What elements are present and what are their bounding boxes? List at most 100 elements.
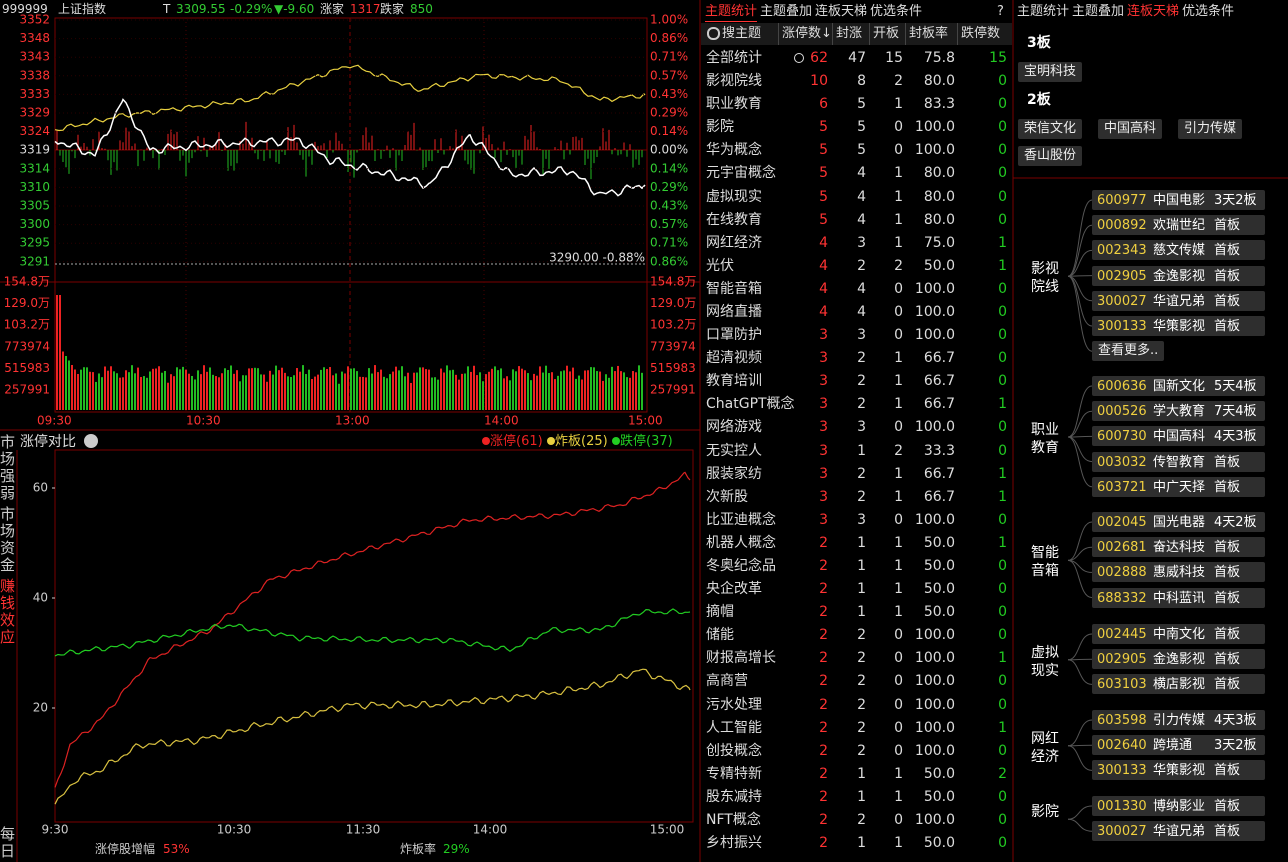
side-tab[interactable]: 市场资金 bbox=[0, 505, 16, 574]
tab[interactable]: 连板天梯 bbox=[1127, 4, 1180, 19]
stock-name[interactable]: 引力传媒 bbox=[1153, 713, 1206, 728]
theme-name[interactable]: 网红经济 bbox=[706, 234, 762, 251]
theme-name[interactable]: 储能 bbox=[706, 627, 734, 644]
stock-name[interactable]: 学大教育 bbox=[1153, 404, 1206, 420]
stock-name[interactable]: 横店影视 bbox=[1153, 677, 1206, 693]
stock-code[interactable]: 002343 bbox=[1097, 243, 1147, 259]
stock-code[interactable]: 002640 bbox=[1097, 738, 1147, 754]
theme-name[interactable]: 乡村振兴 bbox=[706, 835, 762, 852]
theme-name[interactable]: 智能音箱 bbox=[706, 280, 762, 297]
theme-name[interactable]: 元宇宙概念 bbox=[706, 165, 776, 182]
stock-code[interactable]: 300027 bbox=[1097, 824, 1147, 840]
stock-chip[interactable]: 中国高科 bbox=[1098, 119, 1163, 139]
tab[interactable]: 主题叠加 bbox=[760, 4, 813, 19]
stock-name[interactable]: 博纳影业 bbox=[1153, 799, 1206, 814]
stock-code[interactable]: 300133 bbox=[1097, 763, 1147, 779]
stock-name[interactable]: 跨境通 bbox=[1153, 738, 1193, 754]
stock-code[interactable]: 003032 bbox=[1097, 454, 1147, 470]
theme-name[interactable]: 华为概念 bbox=[706, 142, 762, 159]
theme-name[interactable]: 财报高增长 bbox=[706, 650, 776, 667]
theme-name[interactable]: 虚拟现实 bbox=[706, 188, 762, 205]
theme-name[interactable]: 无实控人 bbox=[706, 442, 762, 459]
stock-code[interactable]: 002905 bbox=[1097, 268, 1147, 284]
stock-name[interactable]: 中广天择 bbox=[1153, 479, 1206, 495]
theme-name[interactable]: 影院 bbox=[706, 119, 734, 136]
column-header[interactable]: 跌停数 bbox=[961, 26, 1001, 41]
theme-name[interactable]: 摘帽 bbox=[706, 604, 734, 621]
theme-name[interactable]: 机器人概念 bbox=[706, 534, 776, 551]
stock-code[interactable]: 600977 bbox=[1097, 193, 1147, 208]
stock-name[interactable]: 中南文化 bbox=[1153, 627, 1206, 642]
stock-name[interactable]: 慈文传媒 bbox=[1153, 243, 1206, 259]
side-tab[interactable]: 每日 bbox=[0, 825, 16, 860]
stock-name[interactable]: 惠威科技 bbox=[1153, 565, 1206, 581]
theme-name[interactable]: 人工智能 bbox=[706, 719, 762, 736]
theme-name[interactable]: 口罩防护 bbox=[706, 327, 762, 344]
theme-name[interactable]: 全部统计 bbox=[706, 50, 762, 66]
stock-code[interactable]: 001330 bbox=[1097, 799, 1147, 814]
tab[interactable]: 优选条件 bbox=[1182, 4, 1235, 19]
stock-name[interactable]: 华谊兄弟 bbox=[1153, 824, 1206, 840]
stock-name[interactable]: 国新文化 bbox=[1153, 379, 1206, 394]
tab[interactable]: 主题统计 bbox=[1017, 4, 1070, 19]
theme-name[interactable]: NFT概念 bbox=[706, 811, 761, 828]
column-header[interactable]: 封板率 bbox=[909, 26, 949, 41]
tab[interactable]: 主题统计 bbox=[705, 4, 758, 19]
tab[interactable]: ? bbox=[997, 4, 1004, 19]
stock-name[interactable]: 金逸影视 bbox=[1153, 268, 1206, 284]
stock-code[interactable]: 603103 bbox=[1097, 677, 1147, 693]
stock-chip[interactable]: 荣信文化 bbox=[1018, 119, 1083, 139]
stock-code[interactable]: 002888 bbox=[1097, 565, 1147, 581]
stock-code[interactable]: 603598 bbox=[1097, 713, 1147, 728]
stock-name[interactable]: 中国高科 bbox=[1153, 429, 1206, 445]
stock-code[interactable]: 300133 bbox=[1097, 319, 1147, 334]
stock-name[interactable]: 欢瑞世纪 bbox=[1153, 218, 1206, 234]
stock-code[interactable]: 000892 bbox=[1097, 218, 1147, 234]
stock-name[interactable]: 传智教育 bbox=[1153, 454, 1206, 470]
side-tab[interactable]: 赚钱效应 bbox=[0, 577, 16, 646]
theme-name[interactable]: 超清视频 bbox=[706, 350, 762, 367]
stock-code[interactable]: 002681 bbox=[1097, 540, 1147, 556]
theme-name[interactable]: 冬奥纪念品 bbox=[706, 557, 776, 574]
theme-name[interactable]: 光伏 bbox=[706, 257, 734, 274]
stock-name[interactable]: 中国电影 bbox=[1153, 193, 1206, 208]
tab[interactable]: 优选条件 bbox=[870, 4, 923, 19]
stock-chip[interactable]: 香山股份 bbox=[1018, 146, 1083, 166]
stock-code[interactable]: 000526 bbox=[1097, 404, 1147, 420]
stock-code[interactable]: 300027 bbox=[1097, 293, 1147, 309]
theme-name[interactable]: 教育培训 bbox=[706, 373, 762, 390]
stock-name[interactable]: 中科蓝讯 bbox=[1153, 590, 1206, 606]
stock-code[interactable]: 688332 bbox=[1097, 590, 1147, 606]
theme-name[interactable]: 央企改革 bbox=[706, 581, 762, 598]
stock-name[interactable]: 金逸影视 bbox=[1153, 652, 1206, 668]
stock-code[interactable]: 600730 bbox=[1097, 429, 1147, 445]
theme-name[interactable]: 服装家纺 bbox=[706, 465, 762, 482]
column-header[interactable]: 封涨 bbox=[836, 26, 863, 41]
theme-name[interactable]: 专精特新 bbox=[706, 765, 762, 782]
theme-name[interactable]: 高商营 bbox=[706, 673, 748, 690]
stock-code[interactable]: 603721 bbox=[1097, 479, 1147, 495]
theme-name[interactable]: 网络直播 bbox=[706, 303, 762, 320]
stock-name[interactable]: 国光电器 bbox=[1153, 515, 1206, 530]
theme-name[interactable]: 比亚迪概念 bbox=[706, 511, 776, 528]
stock-name[interactable]: 华谊兄弟 bbox=[1153, 293, 1206, 309]
theme-name[interactable]: ChatGPT概念 bbox=[706, 396, 795, 413]
tab[interactable]: 主题叠加 bbox=[1072, 4, 1125, 19]
stock-chip[interactable]: 引力传媒 bbox=[1178, 119, 1243, 139]
theme-name[interactable]: 股东减持 bbox=[706, 788, 762, 805]
theme-name[interactable]: 职业教育 bbox=[706, 96, 762, 113]
stock-name[interactable]: 奋达科技 bbox=[1153, 540, 1206, 556]
theme-name[interactable]: 创投概念 bbox=[706, 742, 762, 759]
stock-name[interactable]: 华策影视 bbox=[1153, 319, 1206, 334]
column-header[interactable]: 涨停数↓ bbox=[782, 26, 832, 41]
theme-name[interactable]: 污水处理 bbox=[706, 696, 762, 713]
theme-name[interactable]: 影视院线 bbox=[706, 73, 762, 90]
stock-code[interactable]: 002445 bbox=[1097, 627, 1147, 642]
tab[interactable]: 连板天梯 bbox=[815, 4, 868, 19]
theme-name[interactable]: 次新股 bbox=[706, 488, 748, 505]
theme-name[interactable]: 在线教育 bbox=[706, 211, 762, 228]
side-tab[interactable]: 市场强弱 bbox=[0, 433, 16, 502]
column-header[interactable]: 搜主题 bbox=[722, 26, 762, 41]
stock-code[interactable]: 600636 bbox=[1097, 379, 1147, 394]
theme-name[interactable]: 网络游戏 bbox=[706, 419, 762, 436]
